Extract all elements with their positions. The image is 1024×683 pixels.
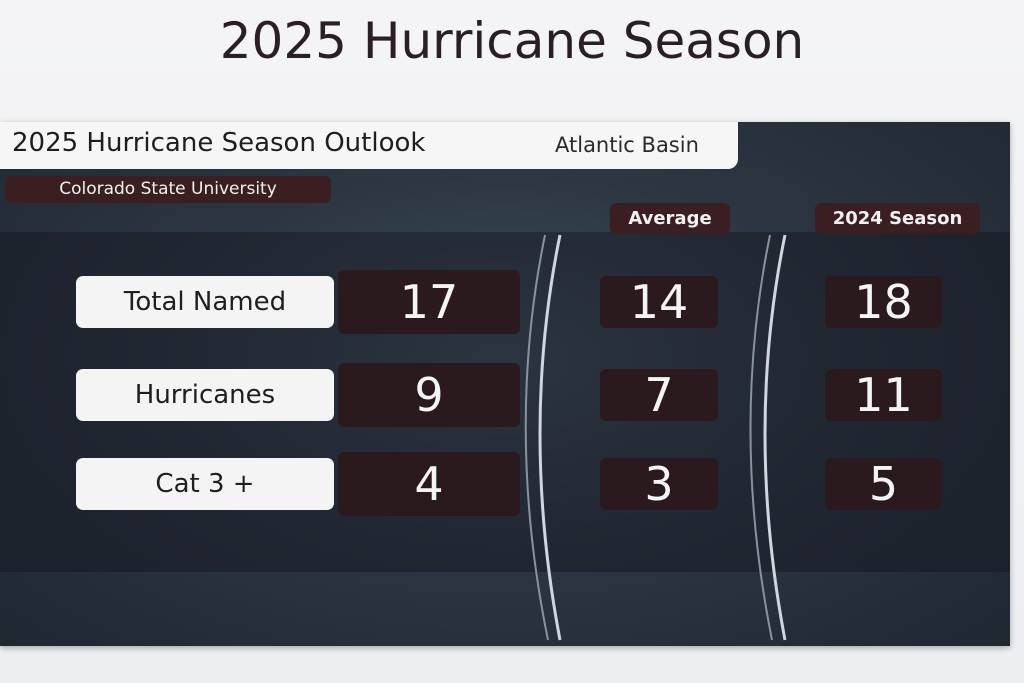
panel-subtitle: Atlantic Basin [555, 133, 699, 157]
average-value: 14 [600, 276, 718, 328]
divider-curve [524, 234, 549, 641]
season-2024-value: 5 [825, 458, 942, 510]
panel-title: 2025 Hurricane Season Outlook [12, 128, 426, 158]
column-header: Average [610, 203, 730, 234]
season-2024-value: 18 [825, 276, 942, 328]
average-value: 7 [600, 369, 718, 421]
row-label: Cat 3 + [76, 458, 334, 510]
divider-curve [763, 234, 787, 641]
column-header: 2024 Season [815, 203, 980, 234]
row-label: Total Named [76, 276, 334, 328]
divider-curve [749, 234, 773, 641]
header-tab [0, 122, 738, 169]
divider-curve [538, 234, 562, 641]
forecast-value: 9 [338, 363, 520, 427]
average-value: 3 [600, 458, 718, 510]
row-label: Hurricanes [76, 369, 334, 421]
forecast-value: 17 [338, 270, 520, 334]
season-2024-value: 11 [825, 369, 942, 421]
forecast-value: 4 [338, 452, 520, 516]
source: Colorado State University [5, 176, 331, 203]
page-title: 2025 Hurricane Season [219, 12, 805, 70]
